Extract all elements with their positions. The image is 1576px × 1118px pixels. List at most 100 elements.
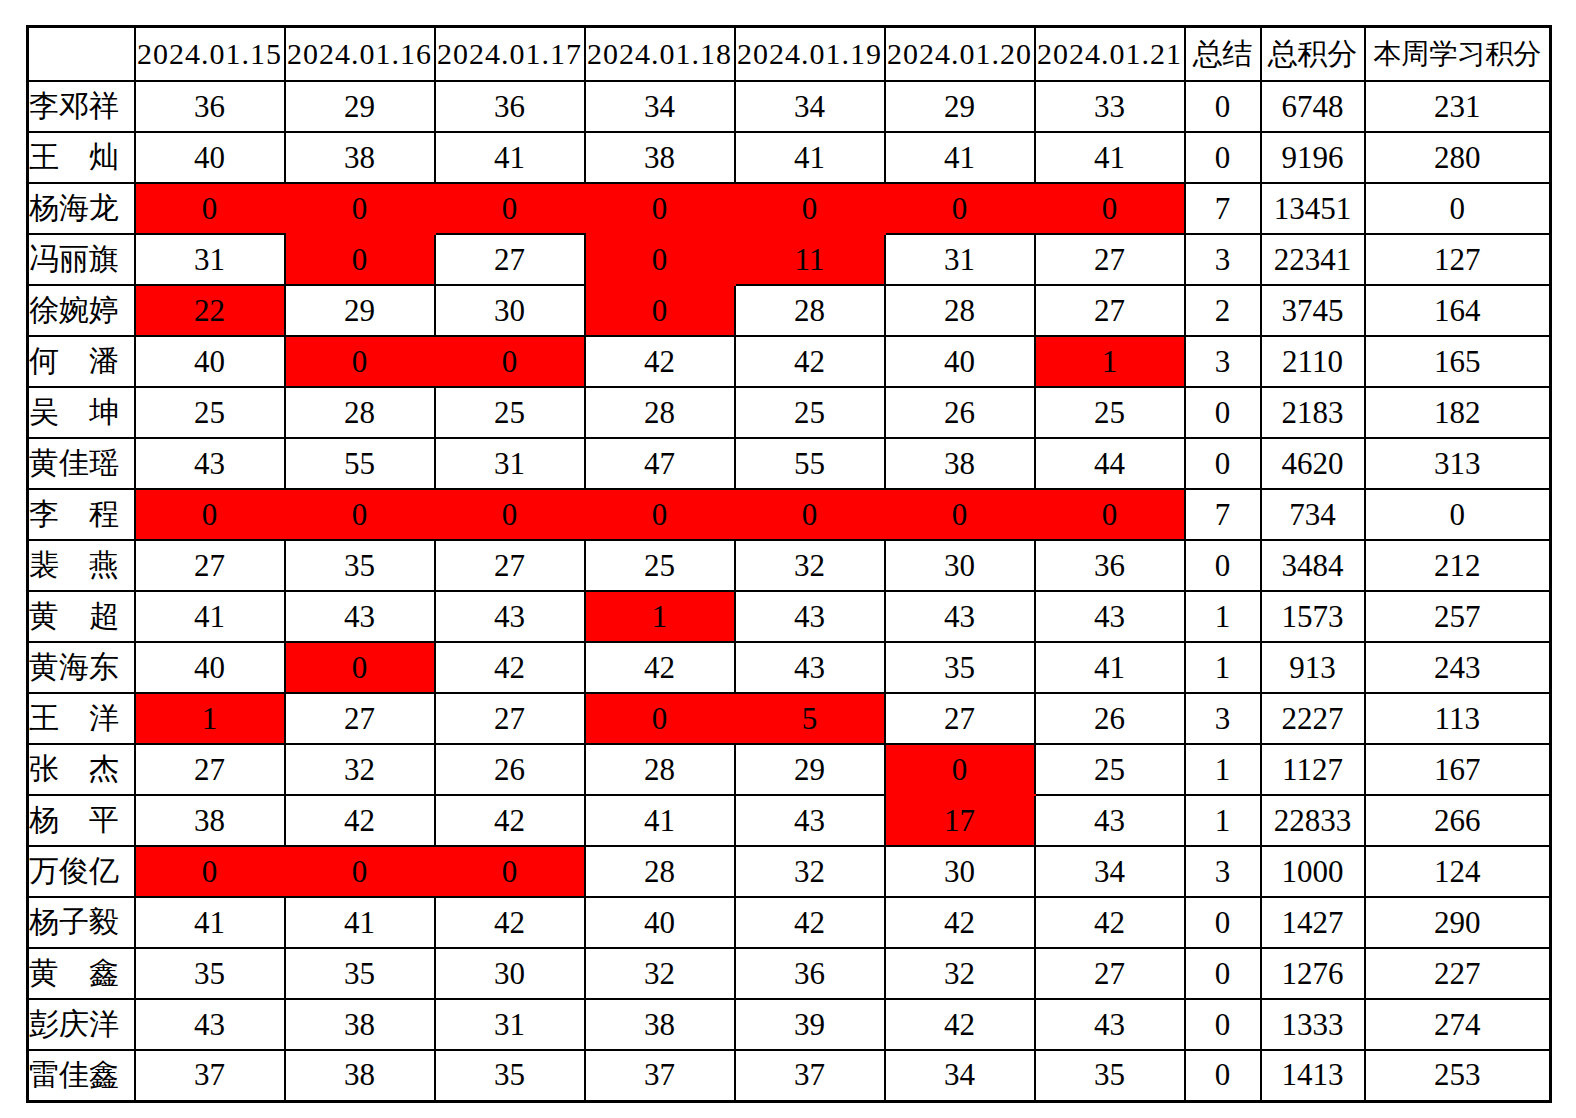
table-row: 裴 燕2735272532303603484212 xyxy=(28,540,1551,591)
day-score-cell: 5 xyxy=(735,693,885,744)
date-header: 2024.01.15 xyxy=(135,27,285,82)
day-score-cell: 0 xyxy=(135,489,285,540)
day-score-cell: 40 xyxy=(135,132,285,183)
summary-header: 总结 xyxy=(1185,27,1261,82)
day-score-cell: 28 xyxy=(585,387,735,438)
day-score-cell: 1 xyxy=(135,693,285,744)
week-points-cell: 274 xyxy=(1365,999,1551,1050)
day-score-cell: 35 xyxy=(435,1050,585,1101)
summary-cell: 0 xyxy=(1185,387,1261,438)
total-points-cell: 1573 xyxy=(1261,591,1365,642)
table-row: 李邓祥3629363434293306748231 xyxy=(28,81,1551,132)
week-points-cell: 113 xyxy=(1365,693,1551,744)
day-score-cell: 34 xyxy=(585,81,735,132)
week-points-cell: 167 xyxy=(1365,744,1551,795)
day-score-cell: 28 xyxy=(885,285,1035,336)
student-name-cell: 黄 超 xyxy=(28,591,135,642)
day-score-cell: 40 xyxy=(585,897,735,948)
total-points-cell: 1000 xyxy=(1261,846,1365,897)
day-score-cell: 37 xyxy=(135,1050,285,1101)
day-score-cell: 55 xyxy=(735,438,885,489)
day-score-cell: 40 xyxy=(135,336,285,387)
day-score-cell: 0 xyxy=(885,744,1035,795)
day-score-cell: 33 xyxy=(1035,81,1185,132)
week-points-cell: 127 xyxy=(1365,234,1551,285)
day-score-cell: 25 xyxy=(585,540,735,591)
day-score-cell: 26 xyxy=(885,387,1035,438)
day-score-cell: 30 xyxy=(885,540,1035,591)
day-score-cell: 47 xyxy=(585,438,735,489)
day-score-cell: 30 xyxy=(435,948,585,999)
day-score-cell: 0 xyxy=(285,183,435,234)
week-points-cell: 231 xyxy=(1365,81,1551,132)
table-row: 杨 平38424241431743122833266 xyxy=(28,795,1551,846)
day-score-cell: 43 xyxy=(135,438,285,489)
week-points-cell: 253 xyxy=(1365,1050,1551,1101)
week-points-cell: 257 xyxy=(1365,591,1551,642)
date-header: 2024.01.17 xyxy=(435,27,585,82)
table-row: 杨海龙00000007134510 xyxy=(28,183,1551,234)
total-points-cell: 3484 xyxy=(1261,540,1365,591)
total-points-cell: 9196 xyxy=(1261,132,1365,183)
date-header: 2024.01.21 xyxy=(1035,27,1185,82)
day-score-cell: 0 xyxy=(285,336,435,387)
summary-cell: 0 xyxy=(1185,81,1261,132)
student-name-cell: 何 潘 xyxy=(28,336,135,387)
day-score-cell: 42 xyxy=(585,336,735,387)
date-header: 2024.01.18 xyxy=(585,27,735,82)
day-score-cell: 26 xyxy=(1035,693,1185,744)
total-points-cell: 734 xyxy=(1261,489,1365,540)
day-score-cell: 38 xyxy=(285,1050,435,1101)
day-score-cell: 27 xyxy=(135,540,285,591)
summary-cell: 0 xyxy=(1185,1050,1261,1101)
total-points-cell: 1333 xyxy=(1261,999,1365,1050)
summary-cell: 1 xyxy=(1185,591,1261,642)
day-score-cell: 0 xyxy=(435,846,585,897)
summary-cell: 1 xyxy=(1185,642,1261,693)
day-score-cell: 38 xyxy=(585,999,735,1050)
student-name-cell: 吴 坤 xyxy=(28,387,135,438)
day-score-cell: 43 xyxy=(135,999,285,1050)
day-score-cell: 0 xyxy=(735,183,885,234)
day-score-cell: 34 xyxy=(1035,846,1185,897)
total-points-cell: 1127 xyxy=(1261,744,1365,795)
day-score-cell: 38 xyxy=(585,132,735,183)
day-score-cell: 42 xyxy=(285,795,435,846)
total-points-cell: 4620 xyxy=(1261,438,1365,489)
day-score-cell: 37 xyxy=(585,1050,735,1101)
total-points-cell: 2110 xyxy=(1261,336,1365,387)
day-score-cell: 41 xyxy=(885,132,1035,183)
week-points-cell: 290 xyxy=(1365,897,1551,948)
day-score-cell: 36 xyxy=(735,948,885,999)
day-score-cell: 28 xyxy=(585,744,735,795)
day-score-cell: 38 xyxy=(285,132,435,183)
score-table: 2024.01.152024.01.162024.01.172024.01.18… xyxy=(26,25,1552,1103)
summary-cell: 1 xyxy=(1185,795,1261,846)
day-score-cell: 0 xyxy=(1035,183,1185,234)
week-points-cell: 313 xyxy=(1365,438,1551,489)
day-score-cell: 40 xyxy=(135,642,285,693)
day-score-cell: 27 xyxy=(435,693,585,744)
total-points-cell: 1276 xyxy=(1261,948,1365,999)
total-points-cell: 913 xyxy=(1261,642,1365,693)
week-points-cell: 227 xyxy=(1365,948,1551,999)
table-row: 张 杰273226282902511127167 xyxy=(28,744,1551,795)
day-score-cell: 34 xyxy=(735,81,885,132)
day-score-cell: 43 xyxy=(735,642,885,693)
table-row: 王 灿4038413841414109196280 xyxy=(28,132,1551,183)
summary-cell: 3 xyxy=(1185,234,1261,285)
day-score-cell: 42 xyxy=(885,999,1035,1050)
day-score-cell: 41 xyxy=(135,591,285,642)
table-row: 李 程000000077340 xyxy=(28,489,1551,540)
day-score-cell: 27 xyxy=(1035,948,1185,999)
table-row: 杨子毅4141424042424201427290 xyxy=(28,897,1551,948)
day-score-cell: 35 xyxy=(285,540,435,591)
day-score-cell: 11 xyxy=(735,234,885,285)
day-score-cell: 31 xyxy=(435,999,585,1050)
summary-header: 总积分 xyxy=(1261,27,1365,82)
day-score-cell: 42 xyxy=(435,897,585,948)
day-score-cell: 25 xyxy=(735,387,885,438)
day-score-cell: 0 xyxy=(1035,489,1185,540)
day-score-cell: 32 xyxy=(285,744,435,795)
total-points-cell: 3745 xyxy=(1261,285,1365,336)
